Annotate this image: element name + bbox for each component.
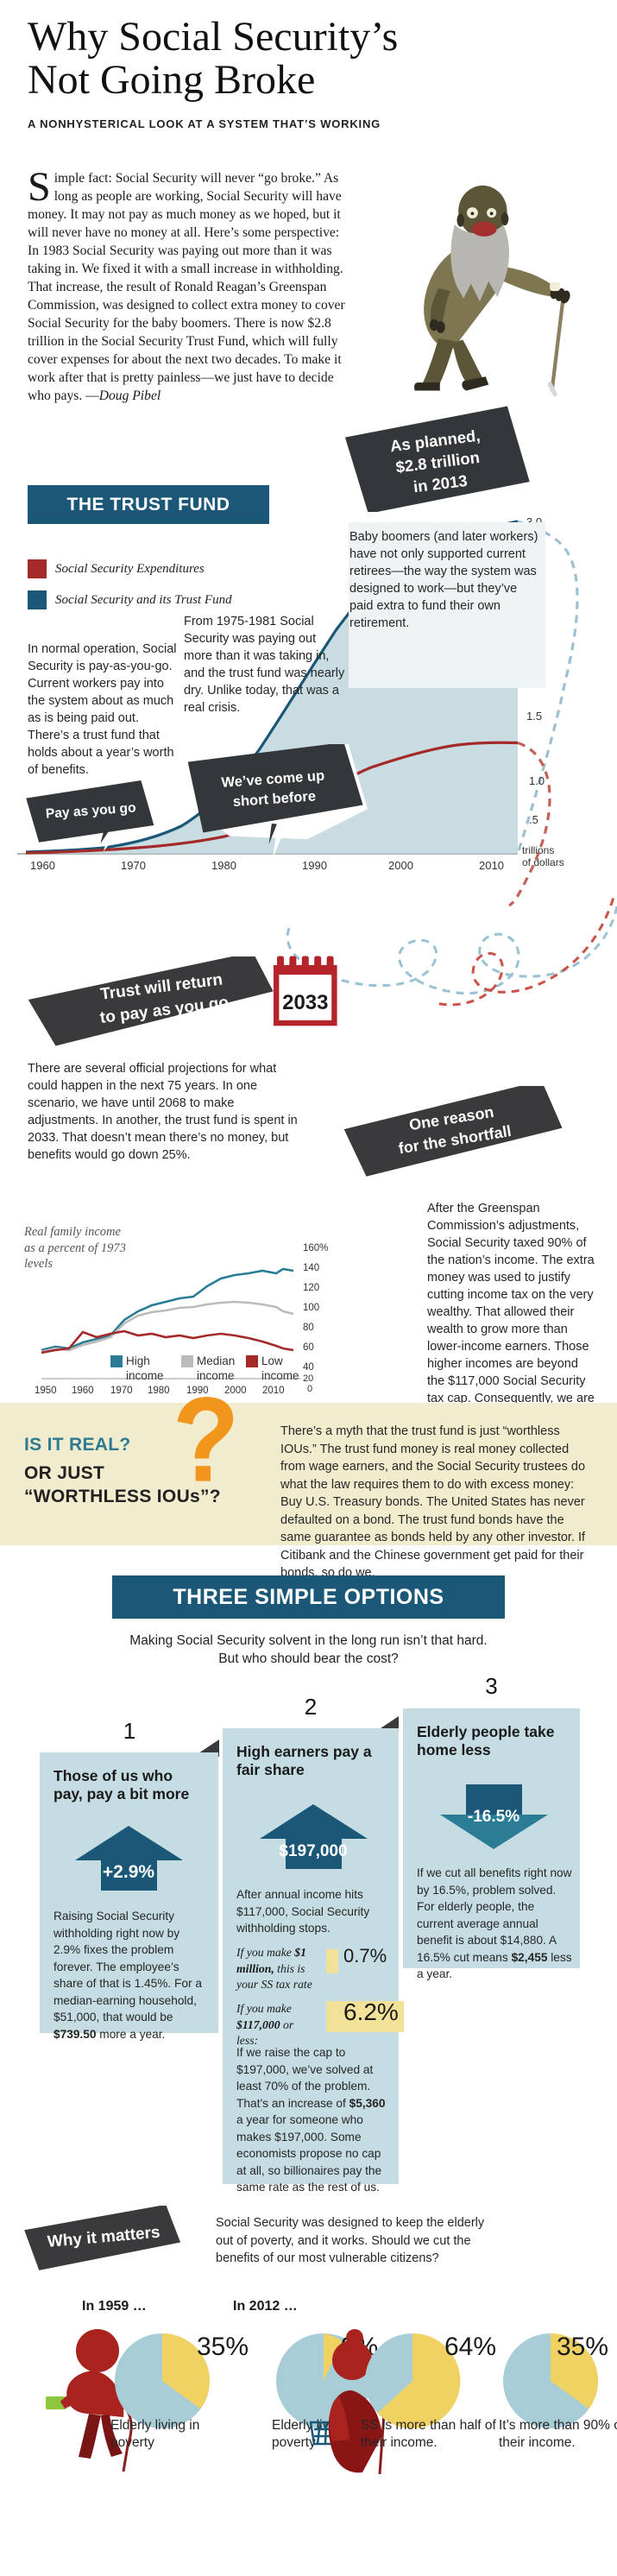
svg-text:0: 0 (307, 1384, 312, 1394)
svg-text:2010: 2010 (479, 859, 504, 872)
svg-text:income: income (126, 1369, 164, 1382)
svg-text:1950: 1950 (35, 1386, 57, 1396)
svg-text:2000: 2000 (388, 859, 413, 872)
svg-text:1970: 1970 (110, 1386, 133, 1396)
svg-text:140: 140 (303, 1263, 319, 1273)
svg-text:Low: Low (261, 1354, 283, 1367)
svg-text:1960: 1960 (72, 1386, 94, 1396)
svg-text:2010: 2010 (262, 1386, 285, 1396)
svg-text:1960: 1960 (30, 859, 55, 872)
svg-text:2033: 2033 (282, 991, 328, 1014)
svg-text:$197,000: $197,000 (279, 1842, 347, 1860)
svg-text:income: income (261, 1369, 299, 1382)
svg-text:1.5: 1.5 (526, 710, 542, 723)
svg-text:income: income (197, 1369, 235, 1382)
svg-text:40: 40 (303, 1362, 314, 1373)
svg-text:High: High (126, 1354, 150, 1367)
svg-text:1970: 1970 (121, 859, 146, 872)
svg-text:-16.5%: -16.5% (468, 1808, 519, 1826)
svg-text:of dollars: of dollars (522, 856, 564, 868)
svg-text:120: 120 (303, 1283, 319, 1293)
svg-text:60: 60 (303, 1342, 314, 1353)
svg-text:+2.9%: +2.9% (103, 1862, 154, 1882)
svg-text:1.0: 1.0 (529, 774, 545, 787)
svg-text:20: 20 (303, 1373, 313, 1384)
svg-text:80: 80 (303, 1323, 314, 1333)
svg-text:1980: 1980 (148, 1386, 170, 1396)
svg-text:100: 100 (303, 1303, 319, 1313)
svg-text:.5: .5 (529, 813, 538, 826)
svg-text:trillions: trillions (522, 844, 554, 856)
svg-text:160%: 160% (303, 1243, 328, 1253)
svg-text:Median: Median (197, 1354, 235, 1367)
